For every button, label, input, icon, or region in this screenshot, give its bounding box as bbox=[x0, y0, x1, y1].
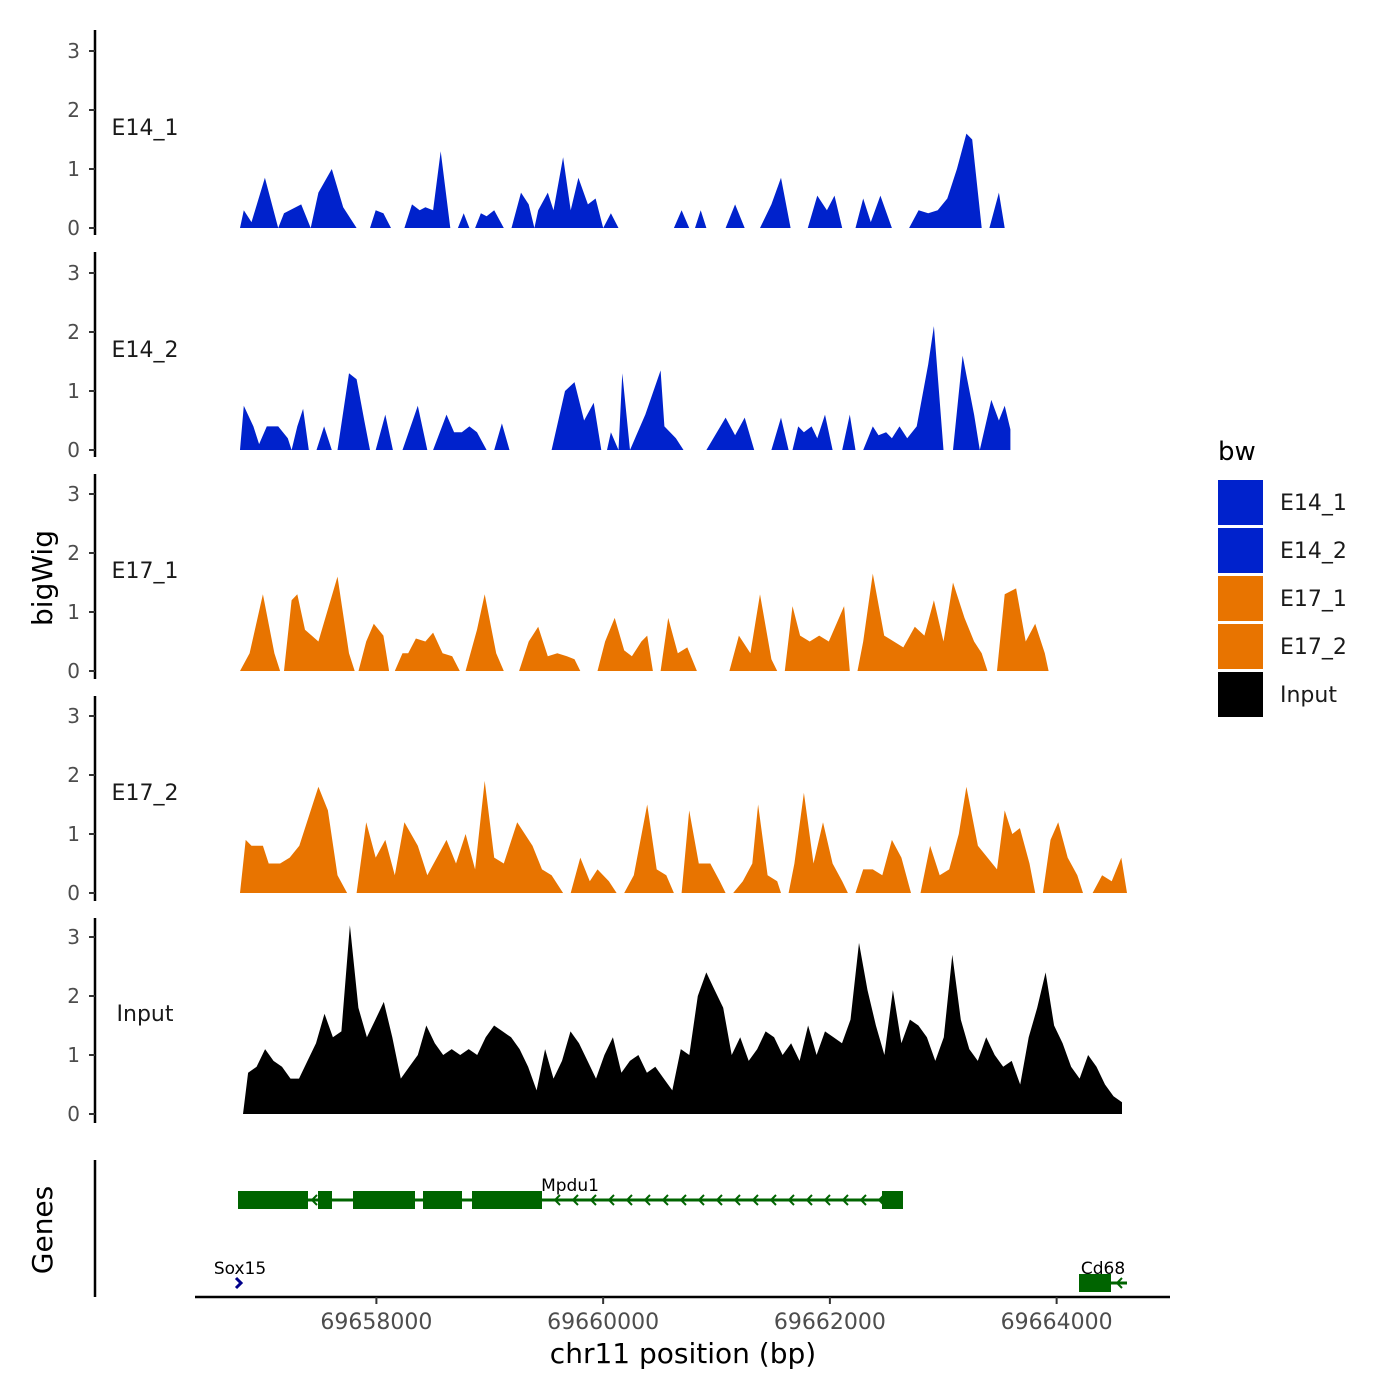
legend-title: bw bbox=[1218, 437, 1256, 467]
x-axis-title: chr11 position (bp) bbox=[550, 1337, 816, 1370]
x-tick-label: 69664000 bbox=[1001, 1310, 1113, 1335]
strand-arrow bbox=[697, 1194, 705, 1206]
genes-track-title: Genes bbox=[26, 1186, 59, 1274]
y-axis-title: bigWig bbox=[26, 530, 59, 626]
y-tick-label: 3 bbox=[67, 39, 80, 63]
strand-arrow bbox=[733, 1194, 741, 1206]
signal-area bbox=[243, 925, 1122, 1114]
strand-arrow bbox=[823, 1194, 831, 1206]
track-e14-1: 0 1 2 3 E14_1 bbox=[67, 30, 1005, 240]
strand-arrow bbox=[589, 1194, 597, 1206]
y-tick-label: 2 bbox=[67, 763, 80, 787]
strand-arrow bbox=[643, 1194, 651, 1206]
y-tick-label: 2 bbox=[67, 320, 80, 344]
y-tick-label: 1 bbox=[67, 600, 80, 624]
track-label: E17_2 bbox=[112, 781, 179, 806]
gene-label-sox15: Sox15 bbox=[214, 1259, 266, 1279]
signal-area bbox=[240, 133, 1005, 228]
strand-arrow bbox=[607, 1194, 615, 1206]
x-axis: 69658000 69660000 69662000 69664000 bbox=[195, 1295, 1170, 1335]
y-tick-label: 2 bbox=[67, 984, 80, 1008]
track-label: E14_2 bbox=[112, 338, 179, 363]
strand-arrow bbox=[661, 1194, 669, 1206]
signal-area bbox=[240, 573, 1049, 671]
y-tick-label: 3 bbox=[67, 482, 80, 506]
strand-arrow bbox=[310, 1194, 318, 1206]
gene-sox15-mark bbox=[234, 1276, 244, 1290]
y-tick-label: 0 bbox=[67, 881, 80, 905]
strand-arrow bbox=[769, 1194, 777, 1206]
y-tick-label: 2 bbox=[67, 98, 80, 122]
strand-arrow bbox=[859, 1194, 867, 1206]
strand-arrow bbox=[553, 1194, 561, 1206]
strand-arrow bbox=[787, 1194, 795, 1206]
y-tick-label: 0 bbox=[67, 438, 80, 462]
signal-area bbox=[240, 326, 1011, 450]
strand-arrow bbox=[679, 1194, 687, 1206]
gene-exon bbox=[1079, 1274, 1111, 1292]
strand-arrow bbox=[751, 1194, 759, 1206]
y-tick-label: 2 bbox=[67, 541, 80, 565]
track-input: 0 1 2 3 Input bbox=[67, 918, 1122, 1126]
track-label: Input bbox=[117, 1002, 174, 1027]
gene-exon bbox=[882, 1191, 903, 1209]
y-tick-label: 0 bbox=[67, 659, 80, 683]
legend-swatch bbox=[1218, 528, 1263, 573]
y-tick-label: 3 bbox=[67, 925, 80, 949]
legend-swatch bbox=[1218, 480, 1263, 525]
y-tick-label: 1 bbox=[67, 822, 80, 846]
track-e17-2: 0 1 2 3 E17_2 bbox=[67, 696, 1127, 905]
gene-exon bbox=[472, 1191, 542, 1209]
y-tick-label: 3 bbox=[67, 261, 80, 285]
strand-arrow bbox=[715, 1194, 723, 1206]
y-tick-label: 1 bbox=[67, 379, 80, 403]
strand-arrow bbox=[841, 1194, 849, 1206]
strand-arrow bbox=[805, 1194, 813, 1206]
legend-label: E17_2 bbox=[1280, 635, 1347, 660]
y-tick-label: 0 bbox=[67, 1102, 80, 1126]
gene-exon bbox=[353, 1191, 415, 1209]
legend-swatch bbox=[1218, 624, 1263, 669]
gene-label-mpdu1: Mpdu1 bbox=[541, 1176, 599, 1196]
legend-label: E17_1 bbox=[1280, 587, 1347, 612]
legend: E14_1 E14_2 E17_1 E17_2 Input bbox=[1218, 480, 1347, 717]
legend-label: E14_2 bbox=[1280, 539, 1347, 564]
y-tick-label: 0 bbox=[67, 216, 80, 240]
signal-area bbox=[240, 780, 1127, 893]
legend-swatch bbox=[1218, 672, 1263, 717]
x-tick-label: 69660000 bbox=[547, 1310, 659, 1335]
y-tick-label: 1 bbox=[67, 157, 80, 181]
bigwig-tracks: 0 1 2 3 E14_1 0 1 2 3 E14_2 0 1 2 3 E17_1 0 1 2 3 E17_2 0 1 2 3… bbox=[67, 30, 1127, 1126]
y-tick-label: 1 bbox=[67, 1043, 80, 1067]
gene-label-cd68: Cd68 bbox=[1081, 1259, 1125, 1279]
strand-arrow bbox=[625, 1194, 633, 1206]
legend-swatch bbox=[1218, 576, 1263, 621]
gene-track: Mpdu1 Sox15 Cd68 bbox=[93, 1160, 1127, 1297]
strand-arrow bbox=[877, 1194, 885, 1206]
track-label: E17_1 bbox=[112, 559, 179, 584]
x-tick-label: 69662000 bbox=[774, 1310, 886, 1335]
legend-label: Input bbox=[1280, 683, 1337, 708]
x-tick-label: 69658000 bbox=[320, 1310, 432, 1335]
strand-arrow bbox=[571, 1194, 579, 1206]
track-e14-2: 0 1 2 3 E14_2 bbox=[67, 252, 1011, 462]
strand-arrow bbox=[1115, 1277, 1123, 1289]
track-e17-1: 0 1 2 3 E17_1 bbox=[67, 474, 1049, 683]
gene-exon bbox=[238, 1191, 308, 1209]
legend-label: E14_1 bbox=[1280, 491, 1347, 516]
y-tick-label: 3 bbox=[67, 704, 80, 728]
gene-exon bbox=[318, 1191, 332, 1209]
gene-exon bbox=[423, 1191, 462, 1209]
track-label: E14_1 bbox=[112, 116, 179, 141]
